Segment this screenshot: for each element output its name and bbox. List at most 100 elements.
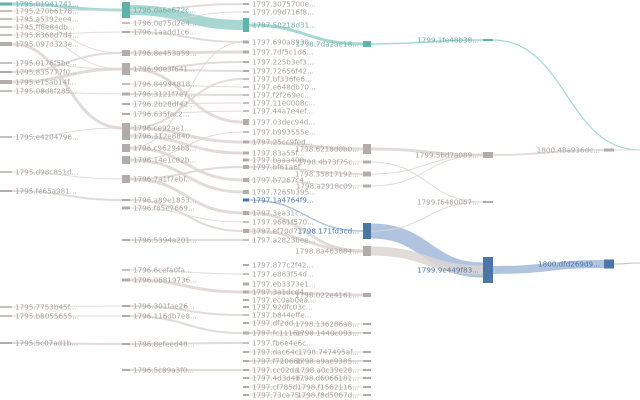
node-1798[interactable] [363, 246, 371, 256]
node-1797[interactable] [243, 386, 249, 388]
node-1795[interactable] [0, 10, 12, 12]
node-1798[interactable] [363, 323, 371, 325]
node-1795[interactable] [0, 171, 12, 173]
link-gray[interactable] [11, 52, 123, 73]
node-1796[interactable] [122, 315, 130, 317]
node-1797[interactable] [243, 70, 249, 72]
node-1798[interactable] [363, 360, 371, 362]
node-1797[interactable] [243, 119, 249, 125]
link-teal[interactable] [492, 39, 640, 151]
node-1797[interactable] [243, 394, 249, 396]
node-1797[interactable] [243, 3, 249, 5]
link-gray[interactable] [129, 146, 244, 182]
node-1797[interactable] [243, 86, 249, 88]
node-1796[interactable] [122, 156, 130, 164]
link-gray[interactable] [129, 110, 244, 115]
node-1797[interactable] [243, 190, 249, 194]
link-gray[interactable] [129, 126, 244, 144]
node-1798[interactable] [363, 293, 371, 297]
node-1797[interactable] [243, 239, 249, 241]
link-gray[interactable] [11, 42, 123, 130]
link-gray[interactable] [129, 3, 244, 11]
node-1800[interactable] [604, 259, 614, 269]
link-gray[interactable] [129, 315, 244, 334]
link-gray[interactable] [129, 342, 244, 345]
node-1797[interactable] [243, 151, 249, 155]
node-1797[interactable] [243, 94, 249, 96]
node-1797[interactable] [243, 229, 249, 233]
link-gray[interactable] [370, 161, 484, 203]
link-gray[interactable] [129, 278, 244, 294]
link-gray[interactable] [129, 31, 244, 43]
node-1795[interactable] [0, 306, 12, 308]
node-1795[interactable] [0, 34, 12, 36]
node-1797[interactable] [243, 290, 249, 294]
node-1797[interactable] [243, 221, 249, 223]
link-gray[interactable] [129, 134, 244, 155]
node-1795[interactable] [0, 136, 12, 138]
node-1797[interactable] [243, 273, 249, 275]
node-1797[interactable] [243, 178, 249, 182]
node-1795[interactable] [0, 42, 12, 46]
node-1795[interactable] [0, 71, 12, 73]
link-gray[interactable] [11, 127, 123, 138]
node-1797[interactable] [243, 198, 249, 202]
link-gray[interactable] [492, 149, 605, 156]
node-1796[interactable] [122, 2, 130, 18]
node-1799[interactable] [483, 201, 493, 203]
node-1796[interactable] [122, 92, 130, 96]
node-1798[interactable] [363, 351, 371, 353]
link-gray[interactable] [248, 140, 364, 151]
node-1797[interactable] [243, 369, 249, 371]
link-gray[interactable] [129, 166, 244, 180]
node-1796[interactable] [122, 239, 130, 241]
link-gray[interactable] [248, 166, 364, 175]
link-gray[interactable] [11, 9, 123, 12]
node-1797[interactable] [243, 165, 249, 169]
node-1795[interactable] [0, 26, 12, 28]
node-1795[interactable] [0, 90, 12, 92]
link-gray[interactable] [248, 290, 364, 297]
node-1796[interactable] [122, 278, 130, 282]
node-1797[interactable] [243, 351, 249, 353]
link-teal[interactable] [248, 23, 364, 46]
node-1798[interactable] [363, 332, 371, 334]
link-gray[interactable] [11, 67, 123, 84]
link-gray[interactable] [248, 229, 364, 253]
node-1797[interactable] [243, 299, 249, 301]
link-gray[interactable] [370, 201, 484, 232]
link-gray[interactable] [129, 131, 244, 161]
link-gray[interactable] [129, 68, 244, 72]
link-gray[interactable] [129, 11, 244, 24]
node-1798[interactable] [363, 41, 371, 47]
link-gray[interactable] [248, 322, 364, 325]
node-1797[interactable] [243, 102, 249, 104]
node-1796[interactable] [122, 22, 130, 24]
link-gray[interactable] [11, 31, 123, 36]
node-1795[interactable] [0, 62, 12, 64]
node-1797[interactable] [243, 331, 249, 335]
node-1797[interactable] [243, 11, 249, 13]
link-gray[interactable] [129, 305, 244, 316]
link-gray[interactable] [11, 171, 123, 180]
node-1798[interactable] [363, 394, 371, 396]
node-1796[interactable] [122, 305, 130, 307]
node-1798[interactable] [363, 184, 371, 188]
node-1797[interactable] [243, 131, 249, 133]
link-gray[interactable] [129, 83, 244, 88]
link-gray[interactable] [11, 190, 123, 201]
node-1798[interactable] [363, 144, 371, 154]
node-1796[interactable] [122, 123, 130, 133]
node-1796[interactable] [122, 144, 130, 152]
link-gray[interactable] [11, 305, 123, 308]
node-1797[interactable] [243, 306, 249, 308]
link-gray[interactable] [129, 50, 244, 55]
node-1796[interactable] [122, 269, 130, 271]
node-1797[interactable] [243, 360, 249, 362]
link-gray[interactable] [11, 26, 123, 70]
node-1796[interactable] [122, 199, 130, 201]
link-gray[interactable] [370, 154, 484, 187]
node-1797[interactable] [243, 110, 249, 112]
link-gray[interactable] [370, 246, 484, 275]
node-1797[interactable] [243, 158, 249, 162]
